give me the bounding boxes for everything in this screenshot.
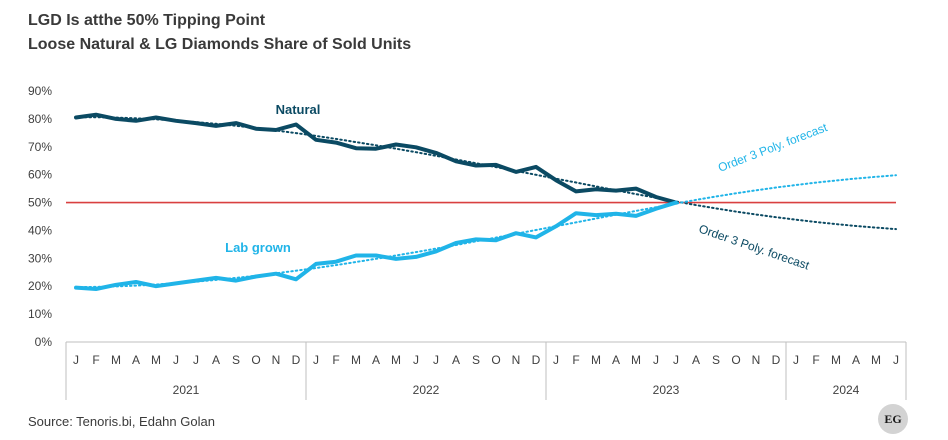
- y-tick-label: 0%: [35, 335, 53, 349]
- y-tick-label: 50%: [28, 196, 52, 210]
- y-tick-label: 40%: [28, 223, 52, 237]
- x-month-label: N: [512, 353, 521, 367]
- chart-title: LGD Is atthe 50% Tipping Point: [28, 12, 266, 29]
- x-month-label: O: [491, 353, 500, 367]
- x-month-label: J: [413, 353, 419, 367]
- x-month-label: M: [151, 353, 161, 367]
- x-month-label: M: [111, 353, 121, 367]
- x-month-label: A: [692, 353, 700, 367]
- x-month-label: J: [313, 353, 319, 367]
- x-year-label: 2021: [173, 383, 200, 397]
- x-month-label: J: [553, 353, 559, 367]
- logo-text: EG: [884, 411, 902, 426]
- x-month-label: J: [893, 353, 899, 367]
- x-month-label: O: [731, 353, 740, 367]
- x-month-label: M: [391, 353, 401, 367]
- x-month-label: J: [653, 353, 659, 367]
- x-month-label: N: [752, 353, 761, 367]
- x-year-label: 2023: [653, 383, 680, 397]
- x-year-label: 2022: [413, 383, 440, 397]
- series-line-0: [74, 112, 678, 205]
- x-month-label: J: [73, 353, 79, 367]
- y-tick-label: 90%: [28, 84, 52, 98]
- x-month-label: A: [372, 353, 380, 367]
- x-year-label: 2024: [833, 383, 860, 397]
- x-month-label: A: [452, 353, 460, 367]
- x-month-label: J: [193, 353, 199, 367]
- x-month-label: M: [871, 353, 881, 367]
- x-month-label: J: [673, 353, 679, 367]
- trendline-label-natural: Order 3 Poly. forecast: [697, 222, 812, 273]
- y-tick-label: 60%: [28, 168, 52, 182]
- x-month-label: A: [612, 353, 620, 367]
- y-tick-label: 70%: [28, 140, 52, 154]
- x-month-label: F: [812, 353, 819, 367]
- x-month-label: M: [351, 353, 361, 367]
- x-month-label: M: [631, 353, 641, 367]
- x-month-label: A: [852, 353, 860, 367]
- x-month-label: S: [712, 353, 720, 367]
- trendline-label-lab-grown: Order 3 Poly. forecast: [716, 120, 830, 175]
- x-month-label: F: [572, 353, 579, 367]
- y-tick-label: 80%: [28, 112, 52, 126]
- trendline-1: [75, 174, 897, 289]
- x-month-label: D: [292, 353, 301, 367]
- x-month-label: J: [433, 353, 439, 367]
- series-line-1: [74, 200, 678, 291]
- x-month-label: J: [793, 353, 799, 367]
- chart-subtitle: Loose Natural & LG Diamonds Share of Sol…: [28, 36, 412, 53]
- trendline-0: [75, 116, 897, 231]
- source-note: Source: Tenoris.bi, Edahn Golan: [28, 414, 215, 429]
- x-month-label: M: [591, 353, 601, 367]
- series-label-natural: Natural: [276, 102, 321, 117]
- y-tick-label: 10%: [28, 307, 52, 321]
- x-month-label: M: [831, 353, 841, 367]
- series-label-lab-grown: Lab grown: [225, 240, 291, 255]
- x-month-label: J: [173, 353, 179, 367]
- y-tick-label: 20%: [28, 279, 52, 293]
- x-month-label: F: [92, 353, 99, 367]
- x-month-label: S: [232, 353, 240, 367]
- x-month-label: A: [132, 353, 140, 367]
- x-month-label: A: [212, 353, 220, 367]
- x-month-label: F: [332, 353, 339, 367]
- logo-badge: EG: [878, 404, 908, 434]
- x-month-label: N: [272, 353, 281, 367]
- x-month-label: O: [251, 353, 260, 367]
- x-month-label: S: [472, 353, 480, 367]
- x-month-label: D: [772, 353, 781, 367]
- x-month-label: D: [532, 353, 541, 367]
- y-tick-label: 30%: [28, 251, 52, 265]
